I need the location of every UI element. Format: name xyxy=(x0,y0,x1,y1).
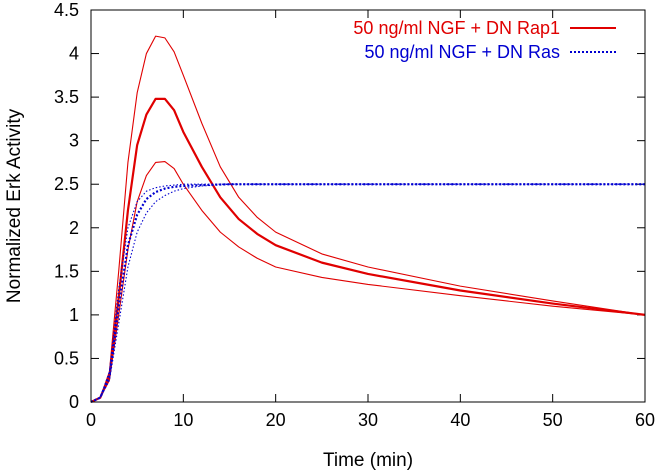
axis-ticks xyxy=(90,9,646,403)
y-tick-label: 3 xyxy=(69,131,79,151)
series-line-50-ng-ml-ngf-dn-ras xyxy=(90,183,645,403)
y-tick-label: 2.5 xyxy=(54,174,79,194)
series-line-dn-rap1-lower-bound xyxy=(90,161,646,403)
x-tick-label: 20 xyxy=(266,410,286,430)
legend-label-dn-rap1: 50 ng/ml NGF + DN Rap1 xyxy=(353,18,560,38)
y-tick-label: 0.5 xyxy=(54,348,79,368)
y-tick-label: 4 xyxy=(69,44,79,64)
series-group xyxy=(90,35,646,403)
x-tick-label: 60 xyxy=(635,410,655,430)
x-tick-label: 10 xyxy=(173,410,193,430)
y-tick-labels: 0 0.5 1 1.5 2 2.5 3 3.5 4 4.5 xyxy=(54,0,79,412)
x-tick-labels: 0 10 20 30 40 50 60 xyxy=(86,410,655,430)
y-axis-title: Normalized Erk Activity xyxy=(4,108,25,303)
x-tick-label: 40 xyxy=(450,410,470,430)
y-tick-label: 1 xyxy=(69,305,79,325)
legend: 50 ng/ml NGF + DN Rap1 50 ng/ml NGF + DN… xyxy=(353,18,616,62)
y-tick-label: 0 xyxy=(69,392,79,412)
x-axis-title: Time (min) xyxy=(323,450,413,471)
y-tick-label: 4.5 xyxy=(54,0,79,20)
y-tick-label: 1.5 xyxy=(54,261,79,281)
x-tick-label: 0 xyxy=(86,410,96,430)
legend-label-dn-ras: 50 ng/ml NGF + DN Ras xyxy=(364,42,560,62)
y-tick-label: 3.5 xyxy=(54,87,79,107)
x-tick-label: 50 xyxy=(543,410,563,430)
series-line-dn-ras-lower-bound xyxy=(90,183,645,403)
plot-frame xyxy=(90,9,646,403)
x-tick-label: 30 xyxy=(358,410,378,430)
series-line-dn-ras-upper-bound xyxy=(90,183,645,403)
y-tick-label: 2 xyxy=(69,218,79,238)
series-line-50-ng-ml-ngf-dn-rap1 xyxy=(90,97,646,403)
series-line-dn-rap1-upper-bound xyxy=(90,35,646,403)
